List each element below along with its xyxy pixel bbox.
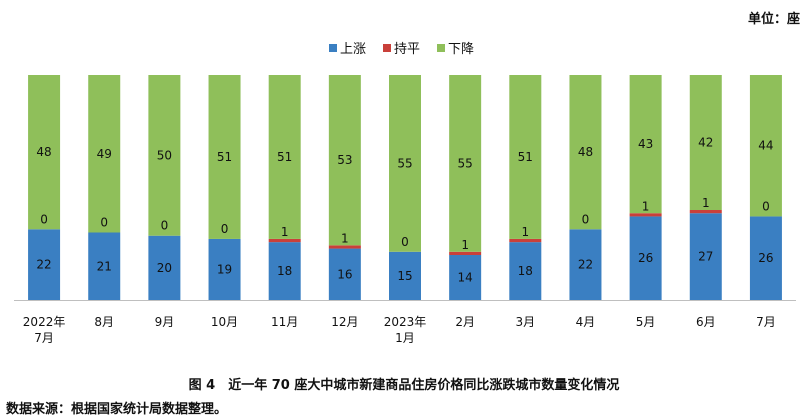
bar-up-9 [569, 229, 602, 300]
data-label-up-3: 19 [217, 262, 232, 276]
data-label-flat-8: 1 [521, 225, 529, 239]
stacked-bar-chart: 上涨 持平 下降 22 0 48 21 0 49 20 0 50 19 0 51 18 1 51 16 1 53 15 0… [14, 42, 796, 345]
bar-up-5 [328, 248, 361, 300]
bar-flat-11 [689, 210, 722, 214]
bar-flat-4 [268, 238, 301, 243]
x-tick-label-2: 9月 [155, 315, 175, 329]
x-tick-label-5: 12月 [331, 315, 358, 329]
data-label-flat-1: 0 [100, 216, 108, 230]
bar-down-3 [208, 75, 241, 239]
bar-up-10 [629, 216, 662, 300]
bar-up-4 [268, 242, 301, 300]
data-label-up-9: 22 [578, 258, 593, 272]
data-label-flat-0: 0 [40, 212, 48, 226]
x-tick-label-8: 3月 [515, 315, 535, 329]
x-tick-labels: 2022年 7月 8月 9月 10月 11月 12月 2023年 1月 2月 3月 4月 5月 6月 7月 [23, 315, 776, 345]
data-label-down-3: 51 [217, 150, 232, 164]
data-label-down-12: 44 [758, 139, 773, 153]
x-tick-label-4: 11月 [271, 315, 298, 329]
bar-down-9 [569, 75, 602, 230]
bar-up-7 [449, 255, 482, 300]
data-label-flat-3: 0 [221, 222, 229, 236]
data-label-up-12: 26 [758, 251, 773, 265]
legend-swatch-1 [383, 44, 391, 52]
unit-label: 单位：座 [747, 12, 800, 27]
data-label-flat-6: 0 [401, 235, 409, 249]
data-label-down-6: 55 [397, 156, 412, 170]
data-label-flat-4: 1 [281, 225, 289, 239]
data-label-up-4: 18 [277, 264, 292, 278]
x-tick-label-0-line0: 2022年 [23, 315, 66, 329]
data-label-flat-7: 1 [461, 238, 469, 252]
data-label-flat-2: 0 [161, 219, 169, 233]
bar-flat-8 [509, 238, 542, 243]
figure-caption: 图 4 近一年 70 座大中城市新建商品住房价格同比涨跌城市数量变化情况 [188, 378, 620, 393]
x-tick-label-9: 4月 [576, 315, 596, 329]
data-label-up-2: 20 [157, 261, 172, 275]
data-label-flat-11: 1 [702, 196, 710, 210]
data-label-down-7: 55 [458, 156, 473, 170]
bar-flat-10 [629, 213, 662, 217]
data-label-down-8: 51 [518, 150, 533, 164]
x-tick-label-12: 7月 [756, 315, 776, 329]
bar-down-1 [88, 75, 121, 233]
data-label-down-0: 48 [36, 145, 51, 159]
bar-flat-5 [328, 245, 361, 249]
bar-up-0 [28, 229, 61, 300]
bar-up-2 [148, 235, 181, 300]
bar-down-12 [749, 75, 782, 217]
x-tick-label-1: 8月 [94, 315, 114, 329]
bar-down-11 [689, 75, 722, 210]
bar-up-1 [88, 232, 121, 300]
data-label-up-0: 22 [36, 258, 51, 272]
x-tick-label-11: 6月 [696, 315, 716, 329]
x-tick-label-10: 5月 [636, 315, 656, 329]
bar-up-8 [509, 242, 542, 300]
data-label-down-1: 49 [97, 147, 112, 161]
data-label-down-9: 48 [578, 145, 593, 159]
bar-down-7 [449, 75, 482, 252]
x-tick-label-3: 10月 [211, 315, 238, 329]
legend: 上涨 持平 下降 [329, 42, 474, 57]
x-tick-label-0-line1: 7月 [34, 331, 54, 345]
bar-up-11 [689, 213, 722, 300]
data-label-down-10: 43 [638, 137, 653, 151]
data-label-flat-10: 1 [642, 199, 650, 213]
bar-down-6 [389, 75, 421, 252]
data-label-up-10: 26 [638, 251, 653, 265]
legend-label-2: 下降 [448, 42, 474, 57]
x-tick-label-6-line1: 1月 [395, 331, 415, 345]
bar-down-4 [268, 75, 301, 239]
data-label-up-11: 27 [698, 250, 713, 264]
data-label-up-7: 14 [458, 271, 473, 285]
x-tick-label-7: 2月 [455, 315, 475, 329]
legend-swatch-2 [437, 44, 445, 52]
data-label-up-8: 18 [518, 264, 533, 278]
data-label-flat-12: 0 [762, 199, 770, 213]
data-label-down-5: 53 [337, 153, 352, 167]
data-label-up-1: 21 [97, 259, 112, 273]
bar-down-0 [28, 75, 61, 230]
data-label-flat-9: 0 [582, 212, 590, 226]
data-label-down-2: 50 [157, 148, 172, 162]
data-label-down-4: 51 [277, 150, 292, 164]
bar-down-8 [509, 75, 542, 239]
legend-label-0: 上涨 [340, 42, 366, 57]
bar-up-12 [749, 216, 782, 300]
x-tick-label-6-line0: 2023年 [384, 315, 427, 329]
data-label-up-6: 15 [397, 269, 412, 283]
bar-down-10 [629, 75, 662, 214]
data-label-up-5: 16 [337, 267, 352, 281]
data-label-down-11: 42 [698, 136, 713, 150]
legend-label-1: 持平 [394, 42, 420, 57]
data-label-flat-5: 1 [341, 232, 349, 246]
bar-down-5 [328, 75, 361, 246]
bar-flat-7 [449, 251, 482, 255]
bar-down-2 [148, 75, 181, 236]
legend-swatch-0 [329, 44, 337, 52]
bar-up-3 [208, 238, 241, 300]
bars: 22 0 48 21 0 49 20 0 50 19 0 51 18 1 51 16 1 53 15 0 55 14 1 55… [28, 75, 782, 300]
bar-up-6 [389, 251, 421, 300]
data-source-note: 数据来源：根据国家统计局数据整理。 [6, 402, 228, 417]
